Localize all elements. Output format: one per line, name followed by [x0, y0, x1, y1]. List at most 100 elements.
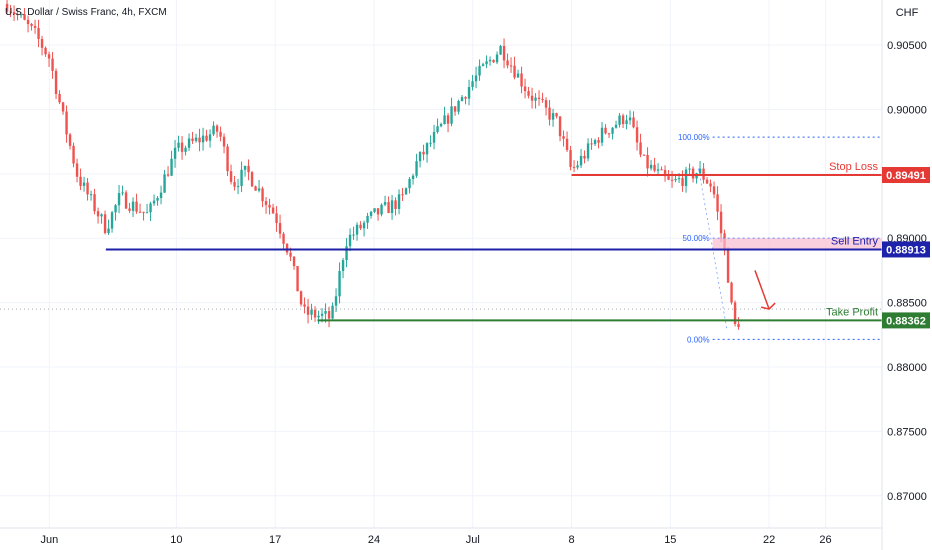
candle-body: [443, 115, 446, 125]
candle-body: [572, 166, 576, 168]
candle-body: [380, 204, 383, 215]
candle-body: [149, 203, 152, 213]
candle-body: [590, 143, 593, 145]
candle-body: [387, 202, 390, 213]
candle-body: [93, 194, 96, 212]
candle-body: [565, 138, 569, 151]
candle-body: [625, 120, 628, 125]
trade-levels: 100.00% 50.00% 0.00% Stop Loss Sell Entry Tak…: [0, 133, 882, 344]
candle-body: [51, 58, 54, 71]
x-tick-label: Jul: [466, 534, 480, 546]
candle-body: [317, 315, 320, 318]
candle-body: [397, 194, 401, 209]
arrow-head-icon: [760, 302, 776, 310]
candle-body: [334, 296, 338, 306]
candle-body: [198, 137, 201, 143]
candle-body: [415, 161, 418, 176]
candle-body: [366, 215, 369, 223]
price-tag-bg: [882, 241, 930, 258]
chart-title: U.S. Dollar / Swiss Franc, 4h, FXCM: [5, 7, 167, 18]
candle-body: [628, 117, 632, 121]
entry-zone: [712, 238, 882, 250]
candle-body: [705, 179, 709, 184]
candle-body: [446, 115, 450, 124]
candle-body: [313, 309, 317, 318]
price-tag-bg: [882, 167, 930, 184]
candle-body: [159, 192, 163, 198]
candle-body: [558, 116, 562, 137]
candle-body: [261, 188, 264, 202]
candle-body: [383, 202, 387, 205]
candle-body: [429, 142, 432, 144]
candle-body: [632, 117, 635, 128]
candle-body: [474, 75, 478, 82]
candle-body: [327, 311, 331, 319]
candle-body: [555, 113, 558, 117]
candle-body: [19, 14, 23, 16]
candle-body: [499, 45, 502, 55]
candle-body: [233, 181, 236, 187]
time-axis[interactable]: Jun 10 17 24 Jul 8 15 22 26: [41, 534, 832, 546]
candle-body: [726, 249, 730, 283]
candle-body: [212, 125, 215, 135]
price-tags: 0.89491 0.88913 0.88362: [882, 167, 930, 329]
candle-body: [37, 27, 40, 39]
candle-body: [348, 234, 352, 247]
fib-level-label: 50.00%: [683, 234, 710, 243]
candle-body: [9, 11, 12, 13]
candle-body: [320, 313, 324, 316]
candle-body: [303, 304, 306, 307]
candle-body: [128, 208, 131, 211]
candle-body: [152, 200, 156, 204]
candle-body: [254, 186, 257, 191]
candle-body: [5, 3, 9, 12]
candle-body: [187, 138, 191, 148]
candle-body: [544, 100, 548, 108]
candle-body: [614, 124, 618, 128]
y-tick-label: 0.88000: [887, 362, 927, 374]
candle-body: [100, 214, 103, 217]
candle-body: [299, 291, 303, 305]
candle-body: [576, 165, 579, 168]
x-tick-label: 15: [664, 534, 676, 546]
candle-body: [583, 155, 586, 159]
candle-body: [107, 228, 110, 234]
candle-body: [562, 136, 565, 139]
candle-body: [492, 59, 495, 63]
candle-body: [345, 246, 348, 261]
candle-body: [394, 200, 397, 209]
candle-body: [611, 127, 614, 134]
candle-body: [376, 208, 380, 215]
candle-body: [513, 65, 516, 78]
candle-body: [184, 147, 187, 152]
candle-body: [282, 233, 285, 244]
candle-body: [436, 126, 439, 132]
candle-body: [289, 252, 292, 257]
candle-body: [117, 193, 121, 206]
candle-body: [509, 65, 513, 67]
candle-body: [485, 61, 488, 65]
y-tick-label: 0.87000: [887, 491, 927, 503]
candle-body: [404, 188, 408, 195]
candle-body: [268, 204, 271, 208]
candle-body: [79, 176, 82, 186]
candle-body: [663, 169, 667, 177]
fib-level-label: 0.00%: [687, 335, 710, 344]
x-tick-label: 17: [269, 534, 281, 546]
price-tag-bg: [882, 312, 930, 329]
price-axis[interactable]: 0.870000.875000.880000.885000.890000.895…: [887, 40, 927, 503]
candle-body: [170, 158, 173, 176]
level-label: Sell Entry: [831, 235, 879, 247]
candle-body: [369, 211, 373, 216]
candle-body: [173, 147, 177, 159]
candle-body: [110, 212, 114, 229]
candle-body: [551, 113, 555, 120]
candle-body: [733, 302, 737, 325]
candle-body: [534, 97, 537, 101]
candle-body: [579, 155, 583, 166]
candle-body: [691, 168, 695, 179]
candle-body: [163, 174, 166, 193]
candle-body: [548, 107, 551, 120]
candle-body: [670, 179, 674, 181]
